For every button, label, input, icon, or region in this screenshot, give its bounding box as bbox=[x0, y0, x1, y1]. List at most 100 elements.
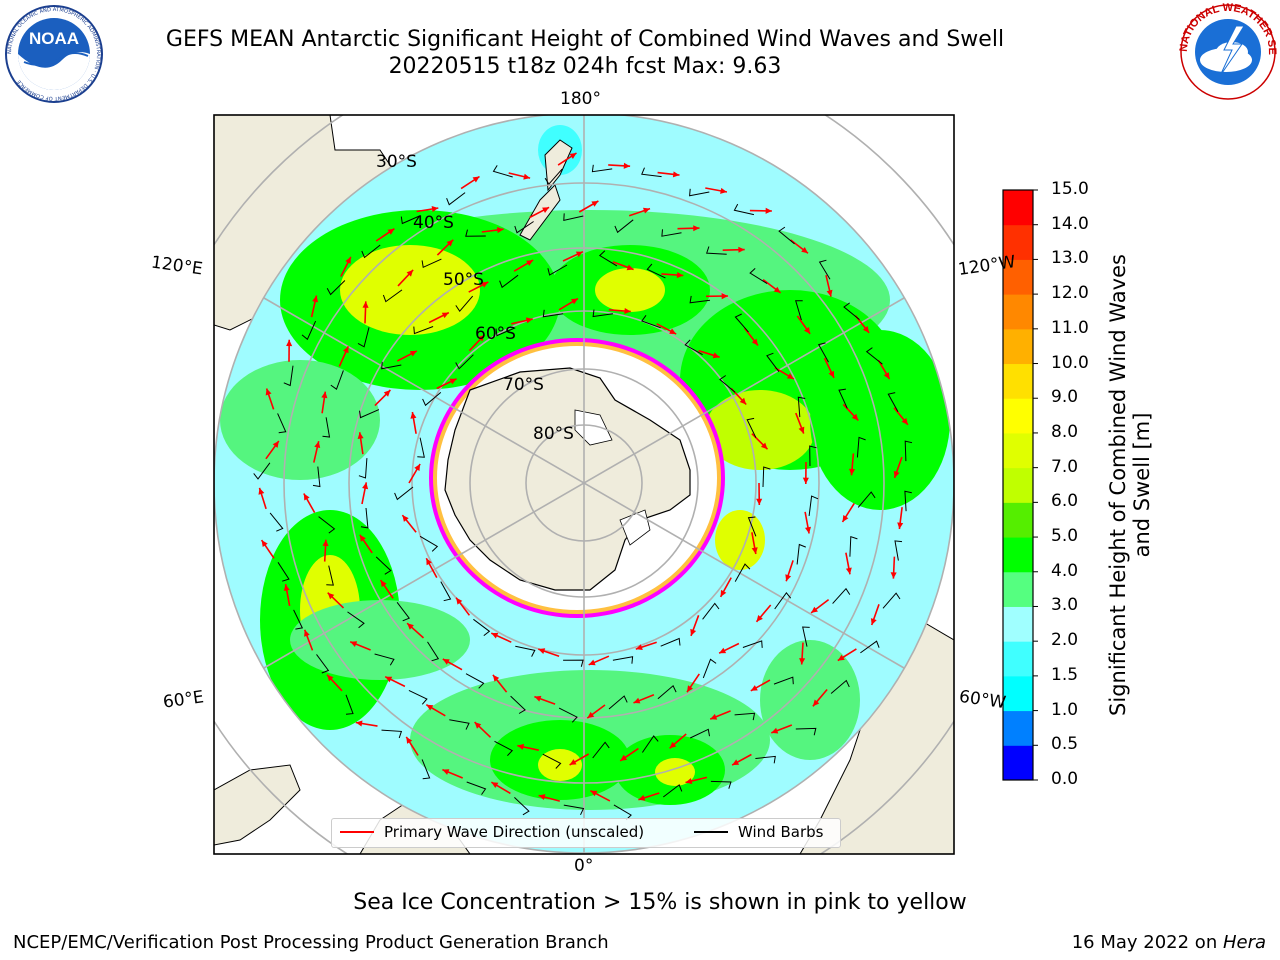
wave-arrow-head bbox=[272, 441, 279, 448]
wave-arrow-head bbox=[442, 769, 450, 775]
wind-barb bbox=[795, 727, 817, 736]
lat-label-80s: 80°S bbox=[533, 424, 574, 444]
chart-subtitle: 20220515 t18z 024h fcst Max: 9.63 bbox=[388, 54, 782, 79]
wind-barb bbox=[641, 315, 661, 329]
lat-label-30s: 30°S bbox=[376, 152, 417, 172]
wind-barb bbox=[860, 640, 880, 654]
wind-barb bbox=[544, 168, 563, 185]
wind-barb bbox=[887, 392, 899, 412]
wave-arrow-head bbox=[669, 328, 677, 335]
wave-arrow-head bbox=[474, 722, 482, 729]
wind-barb bbox=[394, 486, 414, 501]
wave-arrow-head bbox=[672, 171, 680, 178]
wind-barb bbox=[347, 611, 365, 629]
wave-arrow-head bbox=[805, 526, 811, 534]
wind-barb bbox=[778, 226, 795, 245]
wind-barb bbox=[808, 495, 819, 516]
legend-wind-barbs: Wind Barbs bbox=[694, 823, 823, 841]
wind-barb bbox=[755, 755, 776, 764]
wave-arrow-head bbox=[804, 327, 811, 334]
wave-arrow-head bbox=[327, 592, 335, 600]
colorbar-swatch bbox=[1003, 363, 1033, 399]
wind-barb bbox=[661, 229, 682, 237]
wave-arrow-head bbox=[446, 239, 454, 247]
wave-arrow-head bbox=[387, 228, 395, 235]
wave-arrow-head bbox=[635, 644, 643, 650]
wind-barb bbox=[277, 562, 290, 582]
wave-arrow-head bbox=[685, 778, 693, 784]
wave-arrow-head bbox=[786, 373, 794, 379]
wind-barb bbox=[832, 587, 851, 604]
colorbar-swatch bbox=[1003, 710, 1033, 746]
wind-barb bbox=[495, 327, 516, 337]
lat-label-70s: 70°S bbox=[503, 375, 544, 395]
wind-barb bbox=[381, 361, 402, 370]
wave-arrow-head bbox=[720, 589, 727, 597]
wind-barb bbox=[396, 601, 410, 622]
map-frame bbox=[213, 114, 955, 855]
wave-arrow-head bbox=[719, 647, 727, 654]
colorbar-swatch bbox=[1003, 571, 1033, 607]
colorbar-swatch bbox=[1003, 224, 1033, 260]
wave-arrow-head bbox=[359, 534, 366, 542]
legend-wind-label: Wind Barbs bbox=[738, 823, 824, 841]
wave-arrow-head bbox=[760, 442, 768, 450]
wind-barb bbox=[421, 759, 431, 780]
wave-arrow-head bbox=[538, 794, 546, 800]
wave-height-field bbox=[220, 125, 950, 810]
wind-barb bbox=[734, 563, 751, 582]
colorbar-swatch bbox=[1003, 328, 1033, 365]
wind-barb bbox=[830, 679, 850, 694]
wind-barb bbox=[293, 609, 304, 630]
colorbar-tick-label: 6.0 bbox=[1051, 491, 1079, 512]
wave-arrow-head bbox=[575, 251, 583, 258]
wave-arrow-head bbox=[497, 227, 504, 234]
wave-arrow-head bbox=[491, 632, 499, 639]
wave-arrow-head bbox=[380, 580, 387, 588]
wave-arrow-head bbox=[409, 350, 417, 357]
wind-barb bbox=[427, 641, 440, 662]
wind-barb bbox=[797, 396, 806, 418]
wind-barb bbox=[598, 250, 618, 267]
wave-arrow-head bbox=[491, 782, 499, 788]
wave-arrow-head bbox=[261, 540, 268, 547]
wave-arrow-head bbox=[383, 390, 391, 397]
wave-arrow-head bbox=[314, 441, 321, 448]
wind-barb bbox=[689, 295, 711, 304]
wind-barb bbox=[465, 229, 486, 237]
wave-arrow-head bbox=[676, 272, 684, 279]
wave-arrow-head bbox=[569, 759, 577, 765]
noaa-logo-text: NOAA bbox=[29, 29, 79, 48]
wind-barb bbox=[382, 289, 403, 303]
wind-barb bbox=[809, 445, 817, 467]
wind-barb bbox=[358, 458, 368, 479]
wind-barb bbox=[408, 689, 428, 705]
wave-arrow-head bbox=[620, 754, 628, 761]
wave-arrow-head bbox=[542, 207, 550, 213]
wind-barb bbox=[413, 326, 434, 335]
colorbar-swatch bbox=[1003, 259, 1033, 295]
colorbar-swatch bbox=[1003, 745, 1033, 781]
wind-barb bbox=[838, 388, 848, 409]
wind-barb bbox=[494, 740, 514, 757]
colorbar-tick-label: 12.0 bbox=[1051, 283, 1089, 304]
wave-arrow-head bbox=[773, 286, 781, 293]
wave-arrow-head bbox=[312, 295, 319, 303]
colorbar-swatch bbox=[1003, 675, 1033, 712]
wind-barb bbox=[702, 602, 720, 620]
wind-barb bbox=[592, 741, 610, 759]
wind-barb bbox=[542, 753, 562, 769]
wind-barb bbox=[473, 618, 491, 636]
nws-logo: NATIONAL WEATHER SERVICE bbox=[1172, 0, 1280, 106]
colorbar-tick-label: 3.0 bbox=[1051, 595, 1079, 616]
colorbar-swatch bbox=[1003, 294, 1033, 330]
wave-arrow-head bbox=[721, 293, 728, 300]
wave-arrow-head bbox=[626, 264, 634, 271]
wind-barb bbox=[817, 342, 829, 363]
wind-barb bbox=[719, 375, 736, 393]
colorbar-tick-label: 8.0 bbox=[1051, 421, 1079, 442]
wave-arrow-head bbox=[571, 298, 578, 305]
wave-arrow-head bbox=[517, 743, 525, 750]
wave-arrow-head bbox=[828, 370, 834, 378]
wind-barb bbox=[904, 490, 912, 512]
